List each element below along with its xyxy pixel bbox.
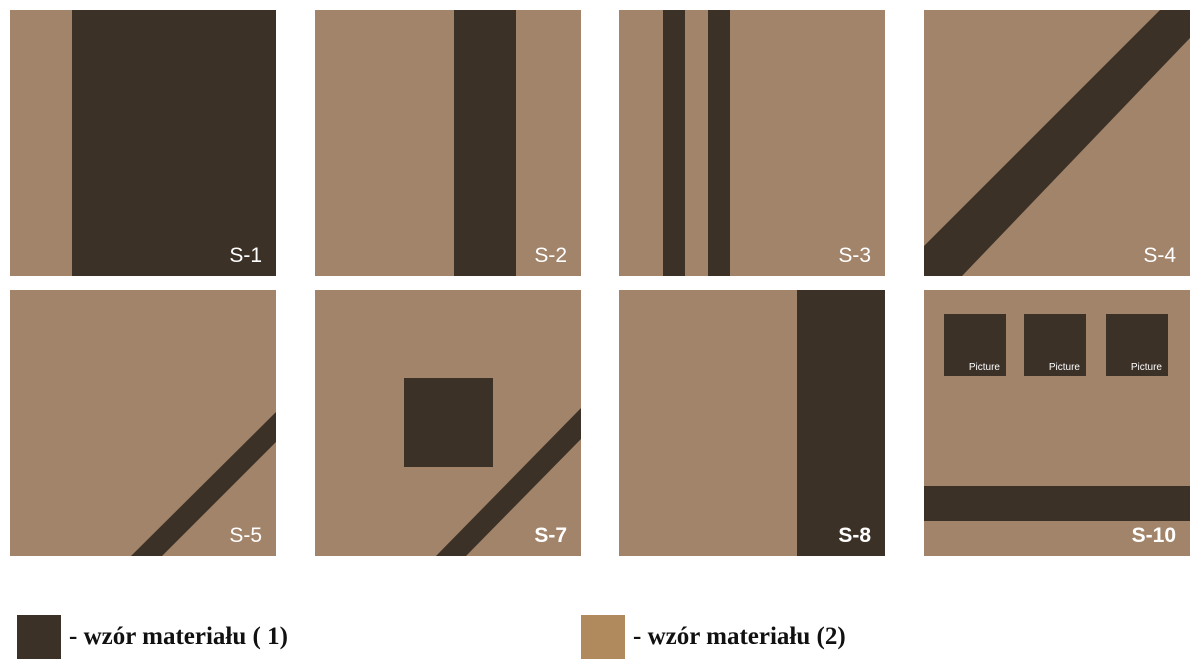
picture-label: Picture xyxy=(1130,362,1162,373)
s3-dark-stripe-1 xyxy=(663,10,685,276)
pattern-tile-s10: Picture Picture Picture S-10 xyxy=(924,290,1190,556)
pattern-s1-graphic xyxy=(72,10,276,276)
s3-dark-stripe-2 xyxy=(708,10,730,276)
picture-label: Picture xyxy=(1048,362,1080,373)
tile-code: S-10 xyxy=(1131,524,1176,547)
s4-diagonal-band xyxy=(924,10,1190,276)
material-2-swatch xyxy=(581,615,625,659)
pattern-s5-graphic xyxy=(131,412,276,556)
legend-label-material-2: - wzór materiału (2) xyxy=(633,623,846,650)
pattern-s8-graphic xyxy=(797,290,885,556)
s8-dark-block xyxy=(797,290,885,556)
picture-label: Picture xyxy=(968,362,1000,373)
tile-code: S-2 xyxy=(534,244,567,267)
pattern-tile-s8: S-8 xyxy=(619,290,885,556)
picture-placeholder: Picture xyxy=(1024,314,1086,376)
tile-code: S-1 xyxy=(229,244,262,267)
s7-dark-square xyxy=(404,378,493,467)
pattern-tile-s1: S-1 xyxy=(10,10,276,276)
pattern-s7-graphic xyxy=(404,378,581,556)
legend-item-material-1: - wzór materiału ( 1) xyxy=(17,615,288,659)
picture-placeholder: Picture xyxy=(944,314,1006,376)
pattern-s10-graphic xyxy=(924,486,1190,521)
picture-placeholder: Picture xyxy=(1106,314,1168,376)
tile-code: S-4 xyxy=(1143,244,1176,267)
pattern-tile-s3: S-3 xyxy=(619,10,885,276)
legend-label-material-1: - wzór materiału ( 1) xyxy=(69,623,288,650)
pattern-s3-graphic xyxy=(663,10,730,276)
s2-dark-stripe xyxy=(454,10,516,276)
s7-diagonal-band xyxy=(436,408,581,556)
pattern-s4-graphic xyxy=(924,10,1190,276)
tile-code: S-8 xyxy=(838,524,871,547)
pattern-tile-s7: S-7 xyxy=(315,290,581,556)
legend-item-material-2: - wzór materiału (2) xyxy=(581,615,846,659)
s5-diagonal-band xyxy=(131,412,276,556)
s10-horizontal-band xyxy=(924,486,1190,521)
tile-code: S-7 xyxy=(534,524,567,547)
material-1-swatch xyxy=(17,615,61,659)
tile-code: S-3 xyxy=(838,244,871,267)
pattern-tile-s4: S-4 xyxy=(924,10,1190,276)
pattern-tile-s5: S-5 xyxy=(10,290,276,556)
s1-dark-block xyxy=(72,10,276,276)
pattern-s2-graphic xyxy=(454,10,516,276)
tile-code: S-5 xyxy=(229,524,262,547)
pattern-tile-s2: S-2 xyxy=(315,10,581,276)
